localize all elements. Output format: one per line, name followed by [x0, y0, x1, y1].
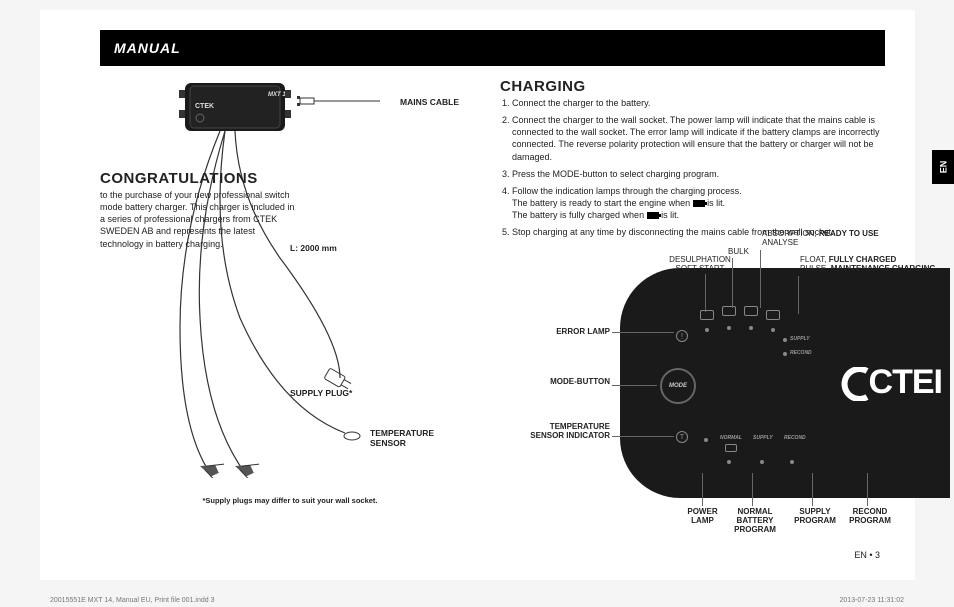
led-icon [783, 338, 787, 342]
callout-recond-program: RECOND PROGRAM [840, 508, 900, 526]
stage-icon [700, 310, 714, 320]
stage-icon [744, 306, 758, 316]
mini-recond-label: RECOND [790, 350, 812, 356]
mode-button[interactable]: MODE [660, 368, 696, 404]
charger-diagram: MXT 14 CTEK [100, 78, 480, 478]
callout-temp-indicator: TEMPERATURE SENSOR INDICATOR [520, 423, 610, 441]
callout-power-lamp: POWER LAMP [675, 508, 730, 526]
pointer-line [760, 250, 761, 308]
charging-steps: Connect the charger to the battery. Conn… [500, 97, 885, 238]
print-footer: 20015551E MXT 14, Manual EU, Print file … [50, 597, 904, 604]
battery-icon [693, 200, 705, 207]
callout-bulk: BULK [728, 248, 749, 257]
stage-icon [722, 306, 736, 316]
charging-step-2: Connect the charger to the wall socket. … [512, 114, 885, 163]
footer-right: 2013-07-23 11:31:02 [840, 597, 904, 604]
header-bar: MANUAL [100, 30, 885, 66]
charging-step-1: Connect the charger to the battery. [512, 97, 885, 109]
ctek-logo: CTEI [839, 363, 942, 402]
charger-svg: MXT 14 CTEK [100, 78, 480, 478]
label-mains-cable: MAINS CABLE [400, 97, 459, 107]
pointer-line [798, 276, 799, 314]
led-icon [771, 328, 775, 332]
callout-absorption: ABSORPTION, READY TO USEANALYSE [762, 230, 902, 248]
label-temp-sensor: TEMPERATURE SENSOR [370, 428, 440, 448]
device-panel: CTEI MODE ! SUPPLY RECOND [620, 268, 950, 498]
stage-icon [766, 310, 780, 320]
mini-supply: SUPPLY [753, 435, 773, 441]
pointer-line [612, 385, 657, 386]
svg-text:CTEK: CTEK [195, 103, 214, 110]
led-icon [749, 326, 753, 330]
language-tab: EN [932, 150, 954, 184]
led-icon [760, 460, 764, 464]
charging-step-3: Press the MODE-button to select charging… [512, 168, 885, 180]
left-column: MXT 14 CTEK [100, 78, 480, 505]
congrats-body: to the purchase of your new professional… [100, 189, 300, 250]
program-icon [725, 444, 737, 452]
header-title: MANUAL [114, 40, 181, 56]
pointer-line [732, 258, 733, 308]
led-icon [727, 460, 731, 464]
mini-recond: RECOND [784, 435, 806, 441]
pointer-line [867, 473, 868, 506]
led-icon [727, 326, 731, 330]
temp-sensor-icon: T [676, 431, 688, 443]
callout-float: FLOAT, FULLY CHARGED PULSE, MAINTENANCE … [800, 256, 954, 274]
congrats-block: CONGRATULATIONS to the purchase of your … [100, 170, 300, 250]
callout-mode-button: MODE-BUTTON [545, 378, 610, 387]
pointer-line [812, 473, 813, 506]
led-icon [783, 352, 787, 356]
power-lamp-led [704, 438, 708, 442]
callout-normal-program: NORMAL BATTERY PROGRAM [725, 508, 785, 534]
error-lamp-icon: ! [676, 330, 688, 342]
charging-step-4: Follow the indication lamps through the … [512, 185, 885, 221]
pointer-line [702, 473, 703, 506]
mini-supply-label: SUPPLY [790, 336, 810, 342]
label-supply-plug: SUPPLY PLUG* [290, 388, 352, 398]
led-icon [705, 328, 709, 332]
callout-supply-program: SUPPLY PROGRAM [785, 508, 845, 526]
right-column: CHARGING Connect the charger to the batt… [500, 78, 885, 505]
charging-title: CHARGING [500, 78, 885, 95]
pointer-line [612, 436, 674, 437]
led-icon [790, 460, 794, 464]
battery-icon [647, 212, 659, 219]
pointer-line [705, 274, 706, 312]
pointer-line [752, 473, 753, 506]
callout-error-lamp: ERROR LAMP [545, 328, 610, 337]
supply-plug-footnote: *Supply plugs may differ to suit your wa… [100, 496, 480, 505]
callout-desulphation: DESULPHATIONSOFT START [660, 256, 740, 274]
mini-normal: NORMAL [720, 435, 742, 441]
congrats-title: CONGRATULATIONS [100, 170, 300, 187]
page-number: EN • 3 [854, 550, 880, 560]
footer-left: 20015551E MXT 14, Manual EU, Print file … [50, 597, 214, 604]
pointer-line [612, 332, 674, 333]
